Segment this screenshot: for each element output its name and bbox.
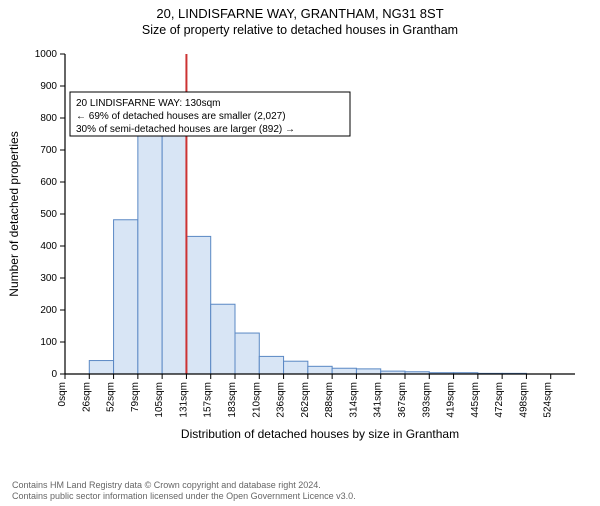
svg-text:393sqm: 393sqm xyxy=(421,382,432,418)
footer-attribution: Contains HM Land Registry data © Crown c… xyxy=(12,480,356,503)
histogram-bar xyxy=(332,368,356,374)
svg-text:131sqm: 131sqm xyxy=(178,382,189,418)
svg-text:498sqm: 498sqm xyxy=(518,382,529,418)
svg-text:500: 500 xyxy=(40,209,57,220)
histogram-bar xyxy=(284,361,308,374)
histogram-bar xyxy=(89,361,113,374)
svg-text:524sqm: 524sqm xyxy=(543,382,554,418)
svg-text:419sqm: 419sqm xyxy=(446,382,457,418)
histogram-bar xyxy=(356,369,380,374)
y-axis-label: Number of detached properties xyxy=(7,131,21,296)
histogram-bar xyxy=(235,333,259,374)
svg-text:79sqm: 79sqm xyxy=(130,382,141,412)
histogram-bar xyxy=(259,356,283,374)
svg-text:105sqm: 105sqm xyxy=(154,382,165,418)
histogram-bar xyxy=(162,122,186,374)
svg-text:0sqm: 0sqm xyxy=(57,382,68,406)
svg-text:300: 300 xyxy=(40,273,57,284)
svg-text:367sqm: 367sqm xyxy=(397,382,408,418)
histogram-bar xyxy=(308,366,332,374)
svg-text:26sqm: 26sqm xyxy=(81,382,92,412)
svg-text:472sqm: 472sqm xyxy=(494,382,505,418)
svg-text:210sqm: 210sqm xyxy=(251,382,262,418)
histogram-bar xyxy=(211,304,235,374)
svg-text:900: 900 xyxy=(40,81,57,92)
chart-title-main: 20, LINDISFARNE WAY, GRANTHAM, NG31 8ST xyxy=(0,6,600,21)
svg-text:700: 700 xyxy=(40,145,57,156)
svg-text:445sqm: 445sqm xyxy=(470,382,481,418)
svg-text:0: 0 xyxy=(51,369,57,380)
chart-container: 0 100 200 300 400 500 600 700 800 900 1000 0sqm 26sq… xyxy=(0,46,600,461)
histogram-bar xyxy=(114,220,138,374)
svg-text:200: 200 xyxy=(40,305,57,316)
svg-text:288sqm: 288sqm xyxy=(324,382,335,418)
svg-text:341sqm: 341sqm xyxy=(373,382,384,418)
svg-text:400: 400 xyxy=(40,241,57,252)
annotation-line-1: 20 LINDISFARNE WAY: 130sqm xyxy=(76,98,221,109)
svg-text:183sqm: 183sqm xyxy=(227,382,238,418)
histogram-bar xyxy=(138,136,162,374)
svg-text:236sqm: 236sqm xyxy=(276,382,287,418)
histogram-bar xyxy=(186,236,210,374)
x-axis-label: Distribution of detached houses by size … xyxy=(181,427,459,441)
svg-text:52sqm: 52sqm xyxy=(106,382,117,412)
svg-text:800: 800 xyxy=(40,113,57,124)
footer-line-2: Contains public sector information licen… xyxy=(12,491,356,502)
svg-text:157sqm: 157sqm xyxy=(203,382,214,418)
footer-line-1: Contains HM Land Registry data © Crown c… xyxy=(12,480,356,491)
svg-text:100: 100 xyxy=(40,337,57,348)
chart-title-sub: Size of property relative to detached ho… xyxy=(0,23,600,37)
svg-text:314sqm: 314sqm xyxy=(348,382,359,418)
histogram-chart: 0 100 200 300 400 500 600 700 800 900 1000 0sqm 26sq… xyxy=(0,46,600,461)
svg-text:1000: 1000 xyxy=(35,49,58,60)
annotation-line-2: ← 69% of detached houses are smaller (2,… xyxy=(76,111,286,122)
annotation-line-3: 30% of semi-detached houses are larger (… xyxy=(76,124,295,135)
svg-text:600: 600 xyxy=(40,177,57,188)
svg-text:262sqm: 262sqm xyxy=(300,382,311,418)
